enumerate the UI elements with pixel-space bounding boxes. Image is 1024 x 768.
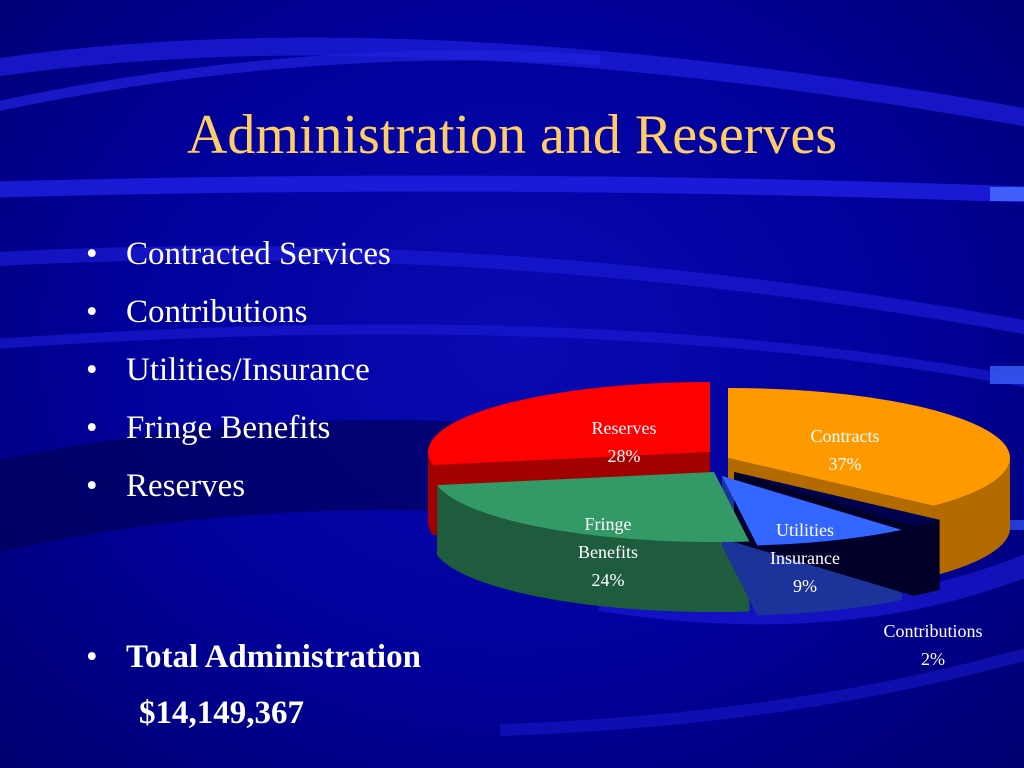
- bullet-item: Contracted Services: [86, 225, 391, 283]
- pie-label-utilities-insurance: Utilities Insurance 9%: [770, 520, 840, 596]
- pie-slice-side-reserves: [428, 452, 433, 536]
- pie-label-reserves: Reserves 28%: [592, 418, 657, 466]
- bullet-list: Contracted Services Contributions Utilit…: [86, 225, 391, 515]
- total-value: $14,149,367: [139, 695, 304, 731]
- pie-slice-contracts: [728, 388, 1010, 506]
- bullet-item: Contributions: [86, 283, 391, 341]
- pie-slice-reserves: [428, 382, 710, 466]
- pie-slice-contributions: [734, 472, 940, 526]
- pie-label-contracts: Contracts 37%: [811, 426, 880, 474]
- pie-label-contributions: Contributions 2%: [883, 621, 982, 669]
- pie-slice-side-fringe-benefits: [436, 485, 750, 613]
- bullet-item: Fringe Benefits: [86, 399, 391, 457]
- slide-title: Administration and Reserves: [186, 104, 838, 166]
- pie-slice-side-contracts: [933, 458, 1010, 576]
- bullet-item: Utilities/Insurance: [86, 341, 391, 399]
- bullet-item: Reserves: [86, 457, 391, 515]
- pie-label-fringe-benefits: Fringe Benefits 24%: [578, 514, 638, 590]
- total-label: Total Administration: [86, 628, 421, 686]
- pie-slice-fringe-benefits: [436, 472, 750, 543]
- pie-slice-utilities-insurance: [722, 476, 902, 546]
